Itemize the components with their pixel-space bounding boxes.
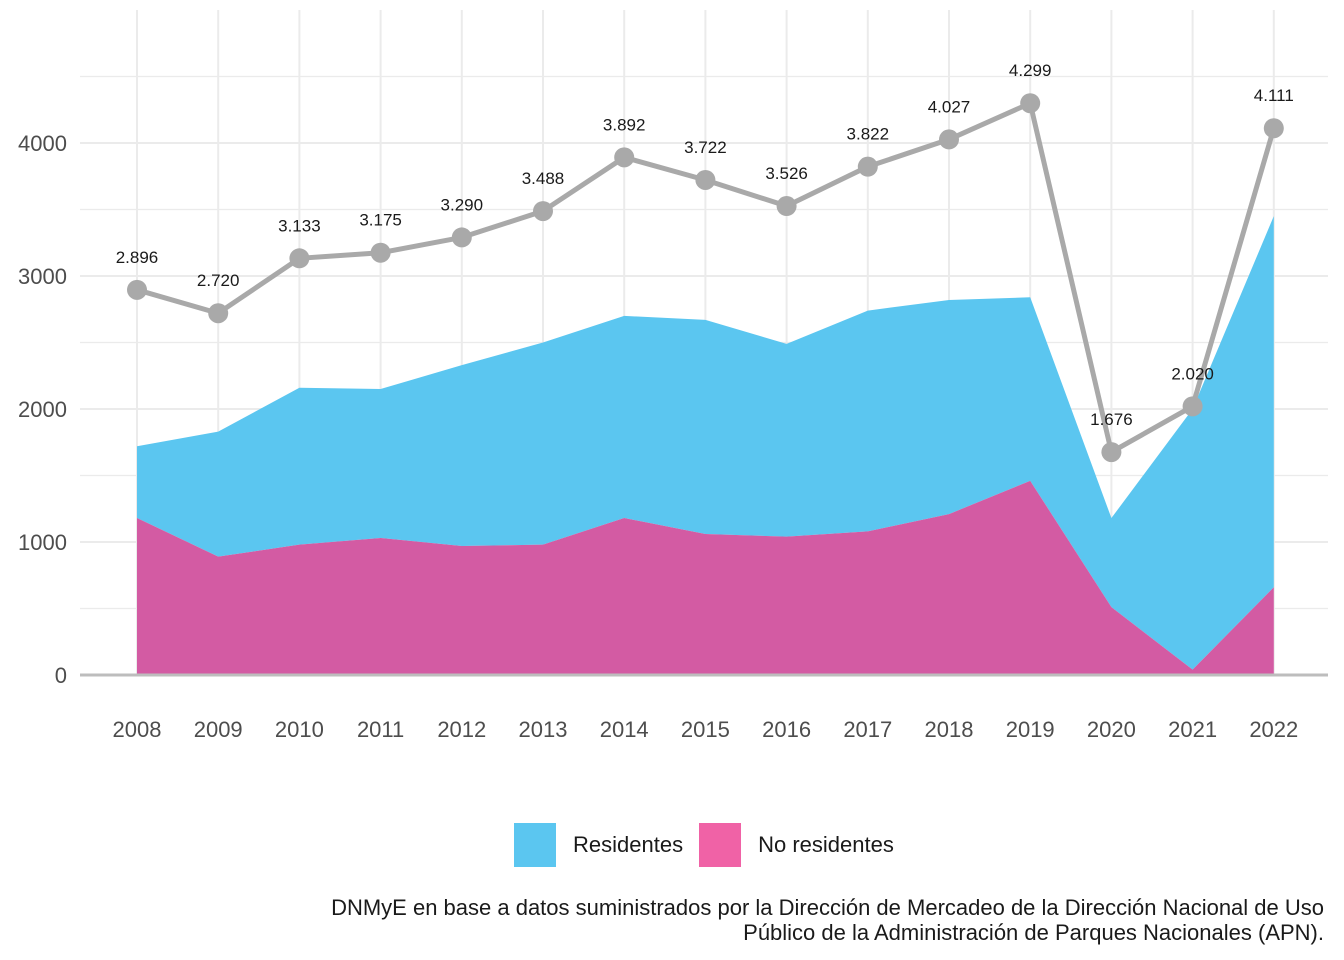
x-tick-label-2017: 2017 [843,717,892,742]
data-label-2021: 2.020 [1171,364,1214,383]
total-point-2009 [208,303,229,324]
y-tick-label-3000: 3000 [18,264,67,289]
total-point-2020 [1101,442,1122,463]
total-point-2011 [370,242,391,263]
x-tick-label-2014: 2014 [600,717,649,742]
y-tick-labels: 0 1000 2000 3000 4000 [18,131,67,688]
source-caption: DNMyE en base a datos suministrados por … [331,895,1324,945]
legend-label-no-residentes: No residentes [758,832,894,857]
data-label-2012: 3.290 [441,195,484,214]
data-label-2020: 1.676 [1090,410,1133,429]
total-point-2022 [1263,118,1284,139]
data-label-2017: 3.822 [847,125,890,144]
total-point-2015 [695,169,716,190]
legend-item-no-residentes: No residentes [699,823,894,867]
data-label-2013: 3.488 [522,169,565,188]
total-point-2010 [289,248,310,269]
total-point-2016 [776,196,797,217]
caption-line-2: Público de la Administración de Parques … [743,920,1324,945]
x-tick-label-2022: 2022 [1249,717,1298,742]
total-point-2012 [451,227,472,248]
total-line-series [127,93,1284,463]
data-label-2018: 4.027 [928,97,971,116]
legend-label-residentes: Residentes [573,832,684,857]
legend: Residentes No residentes [514,823,910,867]
total-point-2021 [1182,396,1203,417]
data-label-2011: 3.175 [359,211,402,230]
total-point-2014 [614,147,635,168]
y-tick-label-2000: 2000 [18,397,67,422]
x-tick-label-2020: 2020 [1087,717,1136,742]
area-series [137,216,1274,675]
total-point-2017 [857,156,878,177]
x-tick-label-2008: 2008 [113,717,162,742]
x-tick-labels: 2008 2009 2010 2011 2012 2013 2014 2015 2016 2017… [113,717,1299,742]
data-label-2016: 3.526 [765,164,808,183]
x-tick-label-2015: 2015 [681,717,730,742]
total-point-2008 [127,279,147,300]
y-tick-label-1000: 1000 [18,530,67,555]
total-point-2019 [1020,93,1041,114]
legend-swatch-no-residentes [699,823,742,867]
x-tick-label-2013: 2013 [519,717,568,742]
area-residentes [137,216,1274,670]
caption-line-1: DNMyE en base a datos suministrados por … [331,895,1324,920]
data-label-2008: 2.896 [116,248,159,267]
total-point-2018 [939,129,959,150]
data-label-2009: 2.720 [197,271,240,290]
chart-canvas: 2.896 2.720 3.133 3.175 3.290 3.488 3.892 3.722… [18,10,1328,742]
legend-item-residentes: Residentes [514,823,683,867]
data-label-2019: 4.299 [1009,61,1052,80]
x-tick-label-2011: 2011 [357,717,404,742]
x-tick-label-2009: 2009 [194,717,243,742]
x-tick-label-2016: 2016 [762,717,811,742]
legend-swatch-residentes [514,823,556,867]
x-tick-label-2012: 2012 [437,717,486,742]
total-point-2013 [533,201,553,222]
data-label-2015: 3.722 [684,138,727,157]
data-label-2022: 4.111 [1254,86,1294,105]
data-label-2014: 3.892 [603,115,646,134]
y-tick-label-0: 0 [55,663,67,688]
area-no-residentes [137,480,1274,675]
y-tick-label-4000: 4000 [18,131,67,156]
data-labels: 2.896 2.720 3.133 3.175 3.290 3.488 3.892 3.722… [116,61,1294,429]
x-tick-label-2010: 2010 [275,717,324,742]
x-tick-label-2019: 2019 [1006,717,1055,742]
x-tick-label-2021: 2021 [1168,717,1217,742]
x-tick-label-2018: 2018 [925,717,974,742]
data-label-2010: 3.133 [278,216,321,235]
